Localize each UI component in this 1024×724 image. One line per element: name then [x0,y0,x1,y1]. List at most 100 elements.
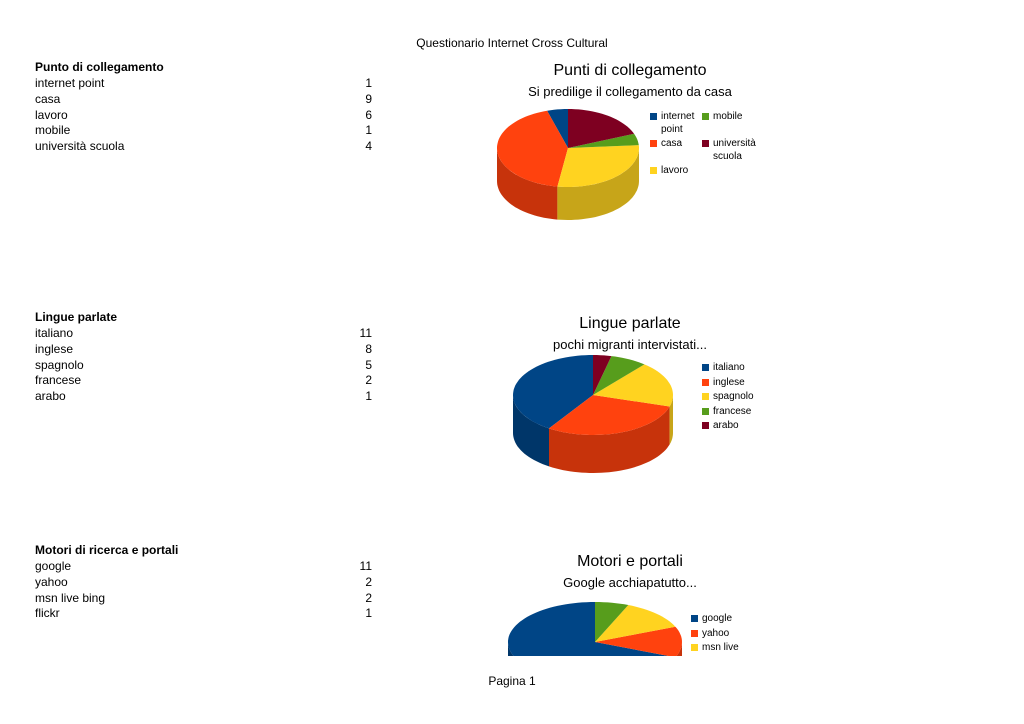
legend-label: università scuola [713,138,756,162]
legend-item: yahoo [691,627,751,640]
pie-slice [547,109,568,148]
legend-label: mobile [713,111,743,122]
row-value: 2 [365,590,372,605]
row-label: inglese [35,341,74,356]
pie-side [557,148,639,220]
chart-subtitle: pochi migranti intervistati... [553,337,707,352]
row-value: 2 [365,574,372,589]
legend-label: francese [713,406,752,417]
row-label: google [35,559,72,573]
pie-slice [595,602,629,642]
legend-swatch [650,113,657,120]
row-value: 11 [359,559,372,573]
legend-item: mobile [702,110,750,123]
legend-label: casa [661,138,683,149]
pie-slice [595,626,682,656]
row-value: 8 [365,341,372,356]
legend-label: yahoo [702,628,730,639]
pie-slice [593,356,645,395]
pie-side [669,395,673,445]
legend-label: inglese [713,377,745,388]
legend-item: spagnolo [702,390,762,403]
legend-swatch [650,140,657,147]
row-value: 5 [365,357,372,372]
legend-label: arabo [713,420,739,431]
legend-swatch [691,630,698,637]
pie-slice [568,109,635,148]
section-heading: Punto di collegamento [35,60,164,74]
legend-swatch [702,113,709,120]
page-title: Questionario Internet Cross Cultural [416,36,608,50]
pie-side [676,642,682,656]
pie-slice [568,133,639,148]
legend-swatch [702,393,709,400]
row-label: yahoo [35,574,68,589]
legend-swatch [702,364,709,371]
legend-item: casa [650,137,698,150]
chart-title: Punti di collegamento [553,62,707,79]
pie-slice [593,364,673,407]
legend-swatch [702,140,709,147]
legend-swatch [691,644,698,651]
legend-label: google [702,613,733,624]
legend-label: spagnolo [713,391,754,402]
pie-chart [497,109,639,220]
row-value: 9 [365,91,372,106]
pie-chart [508,602,682,656]
row-label: flickr [35,606,60,621]
legend-label: lavoro [661,165,689,176]
pie-side [549,406,670,473]
row-label: mobile [35,123,71,138]
row-label: internet point [35,76,105,90]
pie-slice [557,145,639,187]
legend-item: arabo [702,419,762,432]
legend-label: italiano [713,362,745,373]
pie-side [497,148,558,220]
page-footer: Pagina 1 [488,674,536,688]
row-value: 1 [365,76,372,90]
legend-label: internet point [661,111,695,135]
row-value: 6 [365,107,372,122]
legend-item: italiano [702,361,762,374]
legend-item: google [691,612,751,625]
chart-title: Lingue parlate [579,315,681,332]
legend-item: lavoro [650,164,698,177]
row-label: casa [35,91,61,106]
legend-item: francese [702,405,762,418]
pie-side [513,395,549,467]
row-label: università scuola [35,139,125,154]
row-value: 11 [359,326,372,340]
legend-item: internet point [650,110,698,136]
pie-side [508,642,514,656]
legend-swatch [702,422,709,429]
row-value: 1 [365,123,372,138]
section-heading: Lingue parlate [35,310,118,324]
row-label: francese [35,373,82,388]
row-value: 1 [365,389,372,404]
chart-subtitle: Si predilige il collegamento da casa [528,84,732,99]
pie-slice [497,110,568,187]
legend-label: msn live [702,642,739,653]
pie-chart [513,355,673,473]
chart-subtitle: Google acchiapatutto... [563,575,697,590]
row-label: lavoro [35,107,68,122]
section-heading: Motori di ricerca e portali [35,543,179,557]
legend-item: inglese [702,376,762,389]
row-label: msn live bing [35,590,106,605]
row-value: 1 [365,606,372,621]
pie-slice [593,355,612,395]
legend-swatch [702,379,709,386]
pie-slice [549,395,670,435]
row-label: arabo [35,389,66,404]
row-label: spagnolo [35,357,84,372]
legend-swatch [702,408,709,415]
row-label: italiano [35,326,74,340]
pie-slice [508,602,669,656]
row-value: 4 [365,139,372,154]
legend-item: msn live [691,641,751,654]
legend-swatch [691,615,698,622]
chart-title: Motori e portali [577,553,683,570]
row-value: 2 [365,373,372,388]
pie-slice [513,355,593,429]
